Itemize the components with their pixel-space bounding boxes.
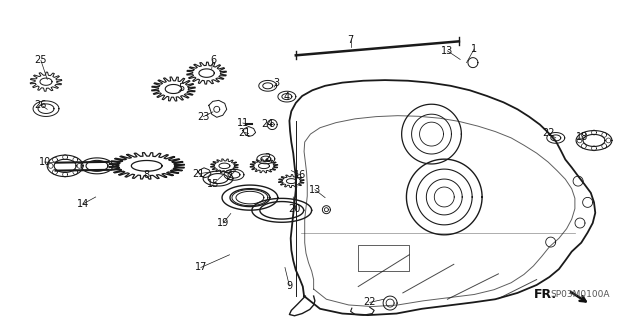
Text: 5: 5	[179, 83, 185, 93]
Polygon shape	[289, 80, 595, 315]
Text: 24: 24	[262, 119, 274, 129]
Text: 20: 20	[289, 204, 301, 214]
Text: 13: 13	[442, 46, 454, 56]
Text: 7: 7	[348, 35, 354, 45]
Text: 11: 11	[237, 118, 249, 128]
Text: 16: 16	[294, 170, 306, 180]
Text: 6: 6	[210, 56, 216, 65]
Text: 23: 23	[197, 112, 209, 122]
Text: SP03M0100A: SP03M0100A	[550, 290, 610, 299]
Text: 19: 19	[217, 218, 229, 228]
Text: 9: 9	[286, 281, 292, 291]
Text: 2: 2	[264, 153, 271, 163]
Text: 14: 14	[77, 199, 89, 209]
Text: 13: 13	[308, 185, 321, 195]
Text: 4: 4	[284, 92, 290, 102]
Text: 25: 25	[35, 56, 47, 65]
Text: 21: 21	[239, 128, 251, 137]
Text: 17: 17	[195, 263, 207, 272]
Text: 21: 21	[193, 169, 205, 179]
Text: 2: 2	[226, 172, 232, 182]
Text: 1: 1	[471, 44, 477, 54]
Text: 26: 26	[35, 100, 47, 110]
Text: 8: 8	[143, 170, 150, 180]
Text: 22: 22	[542, 129, 554, 138]
Text: FR.: FR.	[534, 288, 557, 301]
Polygon shape	[209, 100, 227, 117]
Text: 15: 15	[207, 179, 219, 189]
Text: 10: 10	[38, 157, 51, 167]
Text: 22: 22	[364, 297, 376, 308]
Text: 3: 3	[274, 78, 280, 88]
Text: 18: 18	[577, 132, 589, 142]
